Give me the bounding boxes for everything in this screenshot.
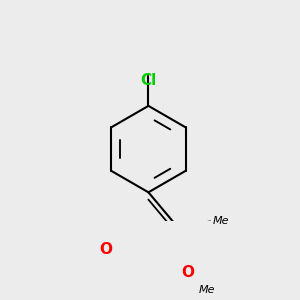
Text: O: O — [181, 265, 194, 280]
Text: O: O — [99, 242, 112, 256]
Text: Me: Me — [199, 285, 215, 295]
Text: Me: Me — [213, 217, 229, 226]
Text: Cl: Cl — [140, 73, 157, 88]
